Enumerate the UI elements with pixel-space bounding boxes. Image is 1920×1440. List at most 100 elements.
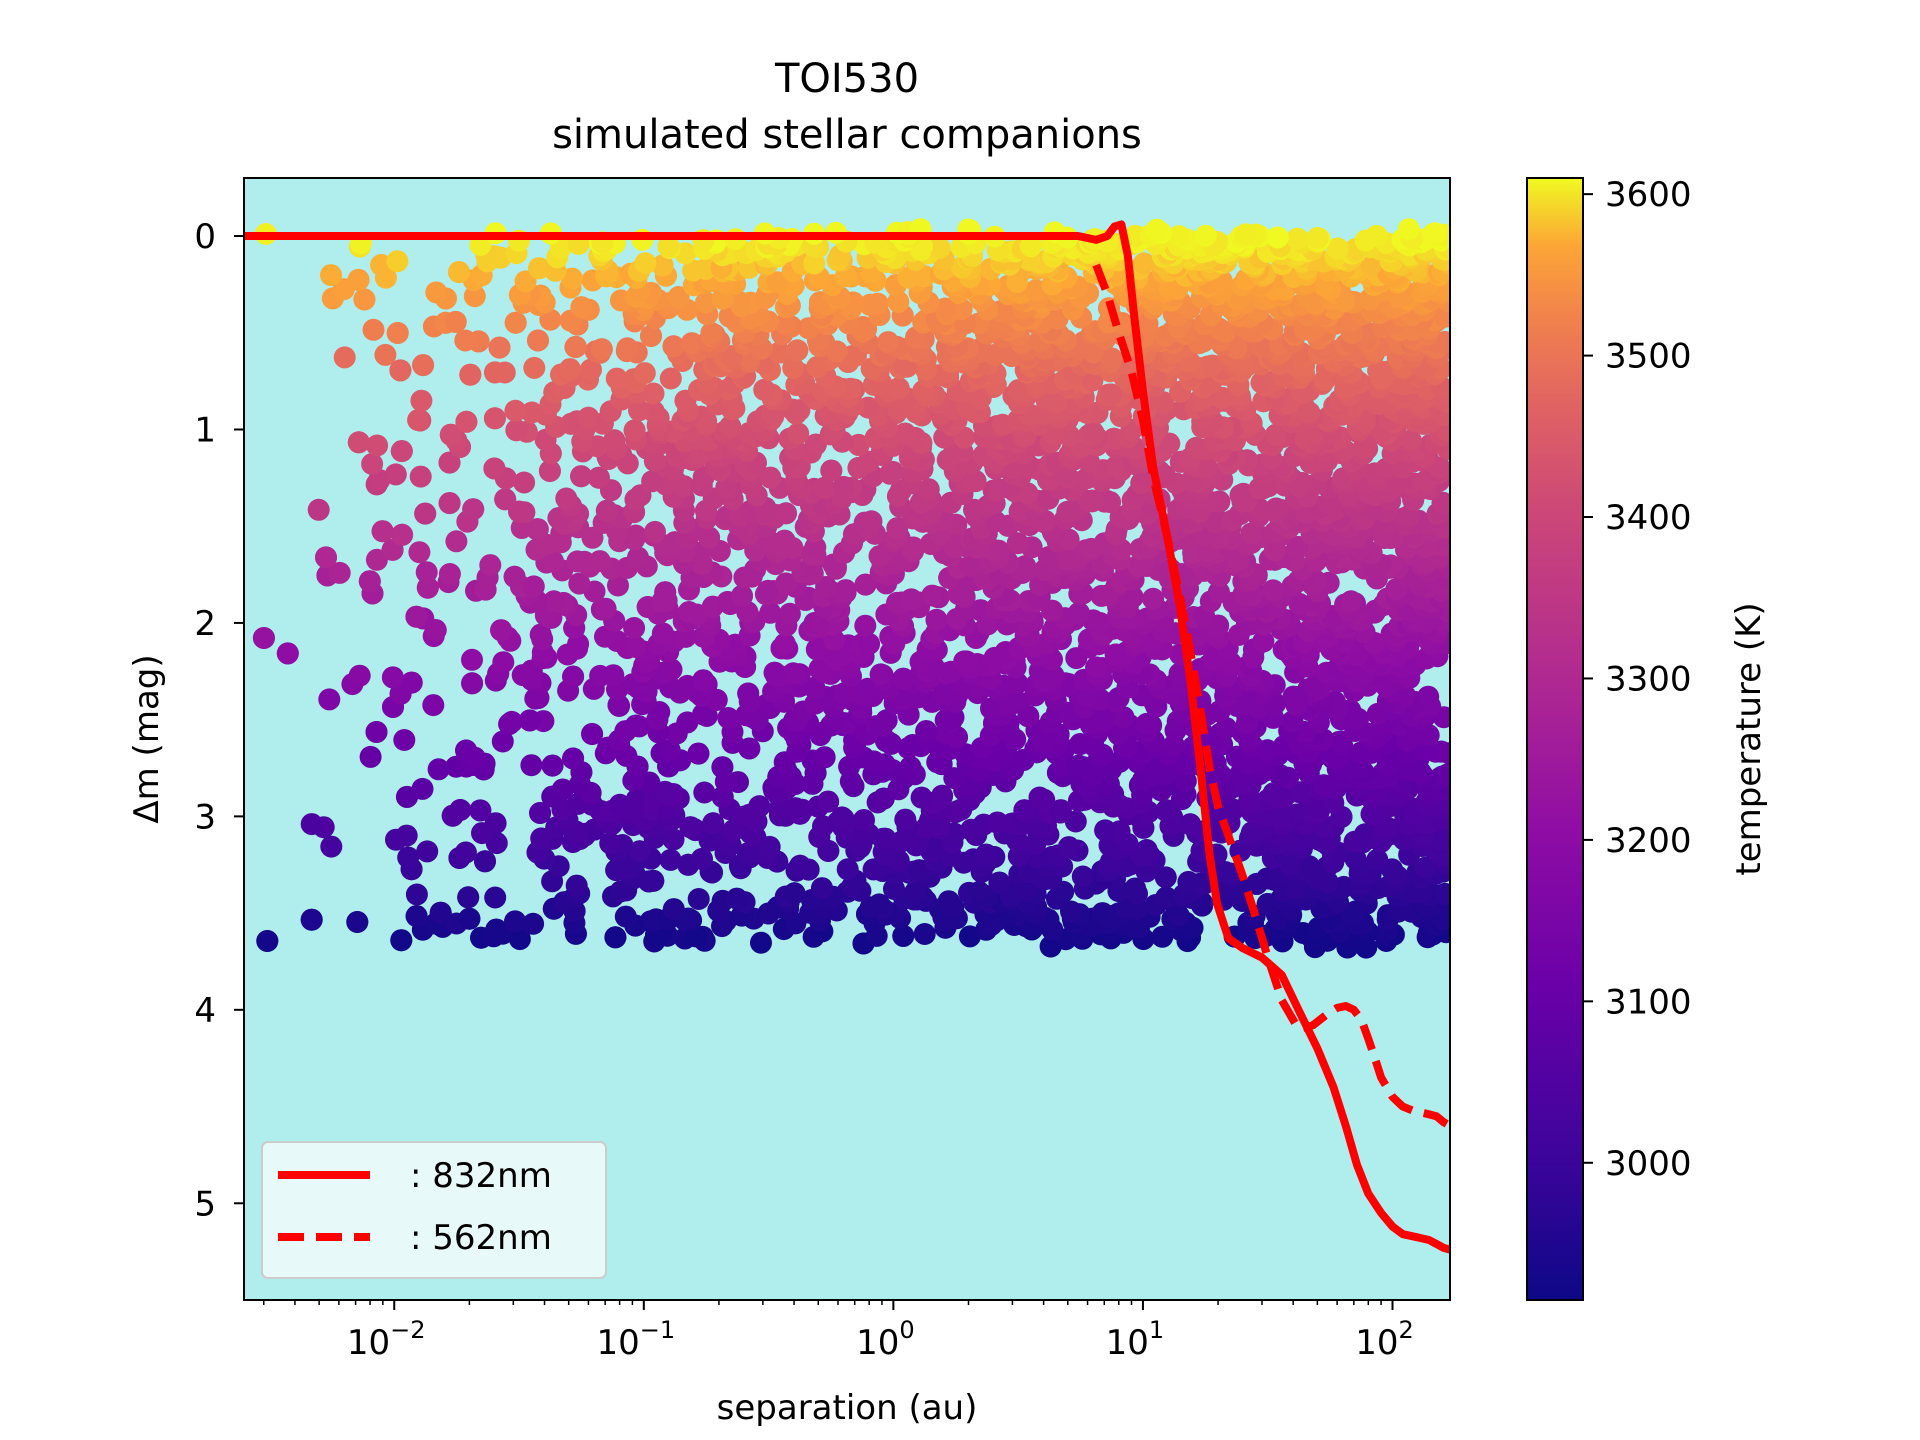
scatter-point — [1344, 848, 1367, 871]
scatter-point — [461, 648, 483, 671]
scatter-point — [429, 901, 452, 924]
scatter-point — [455, 410, 478, 433]
scatter-point — [469, 799, 492, 822]
scatter-point — [860, 510, 883, 533]
scatter-point — [1060, 900, 1082, 923]
scatter-point — [416, 840, 439, 863]
scatter-point — [581, 723, 604, 745]
scatter-point — [1360, 803, 1383, 826]
scatter-point — [711, 756, 734, 779]
scatter-point — [595, 499, 618, 522]
scatter-point — [915, 720, 938, 743]
scatter-point — [358, 570, 381, 593]
scatter-point — [427, 758, 450, 781]
scatter-point — [943, 767, 966, 790]
scatter-point — [687, 742, 710, 765]
scatter-point — [461, 672, 484, 695]
scatter-point — [422, 694, 445, 717]
scatter-point — [347, 431, 370, 454]
scatter-point — [384, 463, 407, 486]
scatter-point — [485, 918, 508, 941]
scatter-point — [1085, 656, 1108, 679]
scatter-point — [908, 859, 931, 882]
scatter-point — [1081, 421, 1104, 444]
scatter-point — [858, 632, 881, 655]
scatter-point — [831, 806, 853, 829]
scatter-point — [692, 669, 715, 692]
scatter-point — [1252, 630, 1275, 653]
scatter-point — [374, 343, 397, 366]
scatter-point — [559, 358, 581, 381]
scatter-point — [783, 882, 806, 905]
scatter-point — [633, 362, 656, 385]
scatter-point — [651, 622, 674, 645]
scatter-point — [588, 550, 611, 573]
scatter-point — [1354, 823, 1376, 846]
plot-area — [243, 177, 1451, 1301]
scatter-point — [513, 471, 536, 494]
chart-subtitle: simulated stellar companions — [552, 112, 1142, 158]
scatter-point — [530, 827, 553, 850]
scatter-point — [320, 835, 343, 858]
scatter-point — [395, 824, 418, 847]
scatter-point — [391, 523, 414, 546]
scatter-point — [577, 406, 600, 429]
scatter-point — [570, 465, 593, 488]
scatter-point — [1142, 587, 1165, 610]
scatter-point — [627, 546, 649, 569]
scatter-point — [662, 335, 685, 358]
scatter-point — [457, 886, 480, 909]
scatter-point — [438, 492, 461, 515]
scatter-point — [875, 709, 898, 732]
scatter-point — [658, 739, 681, 762]
scatter-point — [811, 877, 833, 900]
scatter-point — [1135, 839, 1158, 861]
scatter-point — [784, 797, 807, 820]
scatter-point — [346, 911, 369, 933]
scatter-point — [566, 550, 589, 573]
scatter-point — [702, 812, 725, 835]
scatter-point — [500, 710, 523, 733]
scatter-point — [986, 811, 1009, 834]
scatter-point — [408, 541, 431, 564]
scatter-point — [551, 778, 574, 801]
scatter-point — [415, 561, 438, 584]
scatter-point — [820, 459, 843, 482]
scatter-point — [1071, 865, 1094, 888]
scatter-point — [505, 419, 528, 442]
scatter-point — [300, 908, 323, 931]
scatter-point — [300, 813, 323, 836]
scatter-point — [1215, 717, 1238, 740]
scatter-point — [562, 747, 585, 770]
scatter-point — [484, 361, 506, 384]
scatter-point — [503, 565, 526, 588]
scatter-point — [590, 338, 613, 361]
scatter-point — [484, 886, 507, 909]
scatter-point — [522, 912, 545, 935]
scatter-point — [484, 812, 507, 835]
scatter-point — [690, 848, 713, 870]
scatter-point — [599, 832, 622, 855]
scatter-point — [638, 771, 661, 794]
scatter-point — [1066, 754, 1089, 777]
scatter-point — [483, 407, 506, 430]
scatter-point — [693, 781, 716, 804]
scatter-point — [508, 928, 531, 951]
scatter-point — [458, 907, 481, 930]
scatter-point — [1155, 799, 1178, 822]
scatter-point — [687, 888, 710, 910]
scatter-point — [852, 809, 875, 832]
scatter-point — [1284, 876, 1307, 899]
scatter-point — [787, 422, 810, 445]
scatter-point — [1262, 579, 1285, 602]
scatter-point — [773, 632, 796, 655]
scatter-point — [504, 399, 527, 422]
scatter-point — [624, 635, 647, 658]
scatter-point — [366, 434, 389, 457]
scatter-point — [759, 601, 782, 624]
scatter-point — [1430, 740, 1450, 763]
scatter-point — [1298, 855, 1321, 878]
scatter-point — [361, 453, 384, 475]
scatter-point — [1340, 590, 1362, 613]
scatter-point — [725, 887, 748, 910]
